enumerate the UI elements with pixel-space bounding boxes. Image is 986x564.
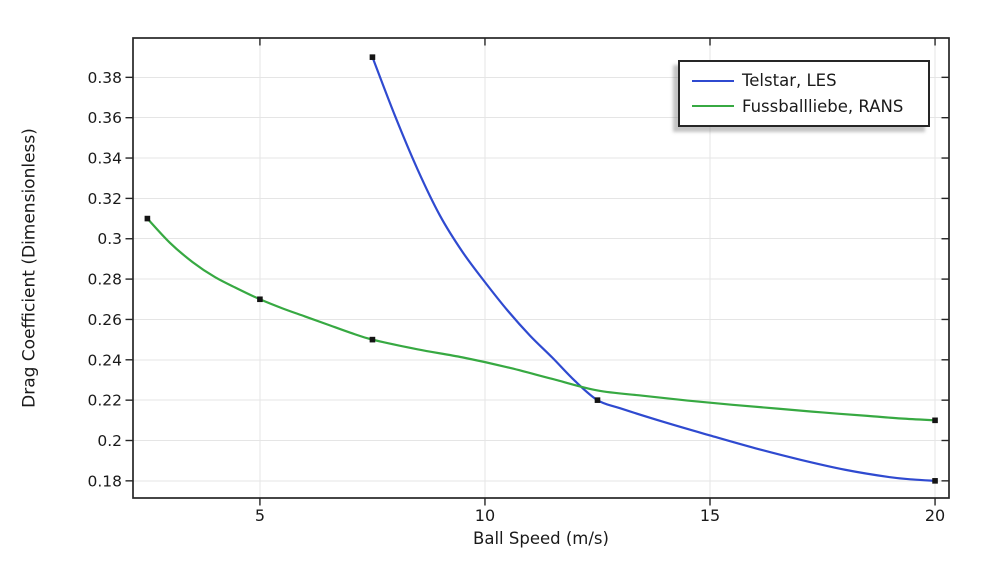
y-tick-label: 0.24 <box>87 351 122 369</box>
legend: Telstar, LES Fussballliebe, RANS <box>678 60 930 127</box>
x-tick-labels: 5 10 15 20 <box>255 506 945 525</box>
legend-line-sample-green <box>692 105 734 108</box>
data-point-marker <box>932 478 938 484</box>
data-point-marker <box>144 215 151 222</box>
y-tick-labels: 0.38 0.36 0.34 0.32 0.3 0.28 0.26 0.24 0.22 0.2 0.… <box>87 69 122 491</box>
x-tick-label: 15 <box>700 506 720 525</box>
axis-ticks <box>125 38 949 506</box>
legend-label-fussballliebe-rans: Fussballliebe, RANS <box>742 96 904 116</box>
data-point-marker <box>369 336 376 343</box>
y-tick-label: 0.3 <box>97 230 122 248</box>
series-markers-0 <box>369 54 938 484</box>
legend-item-fussballliebe-rans: Fussballliebe, RANS <box>692 94 918 120</box>
y-tick-label: 0.34 <box>87 150 122 168</box>
plot-border <box>132 37 950 499</box>
y-tick-label: 0.32 <box>87 190 122 208</box>
data-point-marker <box>369 54 376 60</box>
y-tick-label: 0.18 <box>87 472 122 490</box>
x-tick-label: 20 <box>925 506 945 525</box>
x-tick-label: 5 <box>255 506 265 525</box>
data-point-marker <box>257 296 263 303</box>
y-axis-label: Drag Coefficient (Dimensionless) <box>19 128 40 408</box>
x-axis-label: Ball Speed (m/s) <box>473 529 609 548</box>
y-tick-label: 0.22 <box>87 392 122 410</box>
y-tick-label: 0.38 <box>87 69 122 87</box>
y-tick-label: 0.28 <box>87 271 122 289</box>
y-tick-label: 0.26 <box>87 311 122 329</box>
data-point-marker <box>594 397 601 403</box>
series-line-1 <box>146 217 937 422</box>
series-line-0 <box>371 56 937 482</box>
y-tick-label: 0.2 <box>97 432 122 450</box>
legend-line-sample-blue <box>692 79 734 82</box>
x-tick-label: 10 <box>475 506 495 525</box>
gridlines <box>133 38 949 498</box>
legend-item-telstar-les: Telstar, LES <box>692 68 918 94</box>
y-tick-label: 0.36 <box>87 109 122 127</box>
series-markers-1 <box>144 215 938 424</box>
legend-label-telstar-les: Telstar, LES <box>742 71 837 91</box>
data-point-marker <box>932 417 938 424</box>
